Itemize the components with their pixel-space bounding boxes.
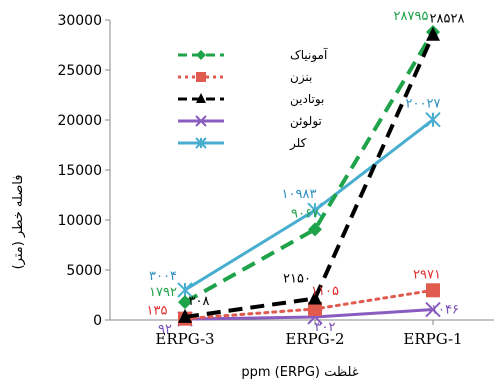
data-labels-layer: ۱۷۹۲ ۹۰۶۷ ۲۸۷۹۵ ۱۳۵ ۱۱۰۵ ۲۹۷۱ ۳۰۸ ۲۱۵۰ ۲۸۵۲۸ ۹۲ ۳۰… <box>147 9 465 337</box>
y-tick-label: 5000 <box>66 263 102 279</box>
legend-item: آمونیاک <box>178 47 328 63</box>
data-label: ۱۷۹۲ <box>149 285 177 300</box>
data-label: ۲۸۷۹۵ <box>394 9 429 24</box>
y-tick-label: 25000 <box>57 63 102 79</box>
data-point <box>425 301 441 318</box>
data-label: ۲۸۵۲۸ <box>430 12 465 27</box>
legend-label: آمونیاک <box>290 47 328 63</box>
data-point <box>308 290 322 305</box>
x-tick-label: ERPG-3 <box>155 330 214 348</box>
data-label: ۳۰۲ <box>315 320 336 335</box>
data-point <box>195 115 207 127</box>
data-label: ۹۲ <box>158 322 172 337</box>
y-tick-label: 10000 <box>57 213 102 229</box>
legend-box <box>168 40 298 153</box>
legend-label: تولوئن <box>290 114 322 129</box>
series-5 <box>177 112 441 298</box>
series-3 <box>178 26 440 323</box>
legend-label: بوتادین <box>290 92 324 107</box>
data-label: ۳۰۸ <box>189 294 210 309</box>
data-point <box>308 301 322 316</box>
data-point <box>426 26 440 41</box>
data-point <box>177 282 193 298</box>
data-point <box>308 222 322 237</box>
data-point <box>196 72 206 82</box>
x-tick-label: ERPG-2 <box>285 330 344 348</box>
data-label: ۱۳۵ <box>147 304 168 319</box>
data-label: ۱۱۰۵ <box>311 284 339 299</box>
data-label: ۱۰۴۶ <box>431 303 459 318</box>
data-point <box>196 93 206 103</box>
y-tick-label: 0 <box>93 313 102 329</box>
legend-item: بنزن <box>178 70 312 85</box>
series-line <box>184 31 435 304</box>
series-layer <box>177 25 441 327</box>
data-point <box>426 283 440 298</box>
data-label: ۳۰۰۴ <box>149 269 177 284</box>
x-axis-title: غلظت ppm (ERPG) <box>241 365 358 380</box>
data-label: ۹۰۶۷ <box>291 206 319 221</box>
axes: 0 5000 10000 15000 20000 25000 30000 ERPG-3 ERPG… <box>57 13 494 348</box>
data-point <box>178 295 192 310</box>
y-tick-label: 15000 <box>57 163 102 179</box>
data-point <box>196 50 206 60</box>
x-tick-label: ERPG-1 <box>403 330 462 348</box>
data-point <box>425 112 441 128</box>
legend-item: کلر <box>178 136 307 151</box>
y-tick-label: 30000 <box>57 13 102 29</box>
legend-item: تولوئن <box>178 114 322 129</box>
data-point <box>307 202 323 218</box>
legend: آمونیاک بنزن بوتادین تولوئن کلر <box>168 40 328 153</box>
legend-item: بوتادین <box>178 92 324 107</box>
data-point <box>178 308 192 323</box>
y-tick-label: 20000 <box>57 113 102 129</box>
y-axis-title: فاصله خطر (متر) <box>11 175 26 270</box>
data-label: ۲۰۰۲۷ <box>406 97 441 112</box>
data-point <box>195 137 207 149</box>
legend-label: بنزن <box>290 70 312 85</box>
legend-label: کلر <box>289 136 307 151</box>
data-label: ۲۱۵۰ <box>283 272 311 287</box>
data-label: ۱۰۹۸۳ <box>282 187 317 202</box>
data-label: ۲۹۷۱ <box>413 267 441 282</box>
